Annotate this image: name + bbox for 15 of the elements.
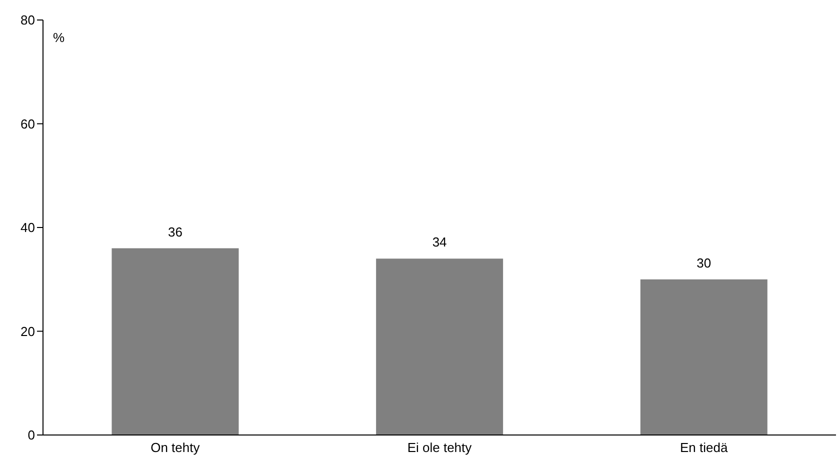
y-tick-label: 20 xyxy=(20,324,35,339)
bar xyxy=(376,258,504,435)
data-label: 34 xyxy=(432,234,447,250)
bar xyxy=(640,279,768,435)
x-tick-label: En tiedä xyxy=(680,440,728,456)
bar xyxy=(112,248,239,435)
data-label: 36 xyxy=(168,224,182,240)
y-tick-label: 60 xyxy=(20,116,35,132)
y-tick-label: 0 xyxy=(28,428,35,443)
data-label: 30 xyxy=(696,255,712,270)
x-tick-label: Ei ole tehty xyxy=(407,440,472,456)
y-axis-title: % xyxy=(53,30,65,45)
y-tick-label: 80 xyxy=(20,12,35,28)
y-tick-label: 40 xyxy=(20,220,35,236)
x-tick-label: On tehty xyxy=(150,440,200,456)
